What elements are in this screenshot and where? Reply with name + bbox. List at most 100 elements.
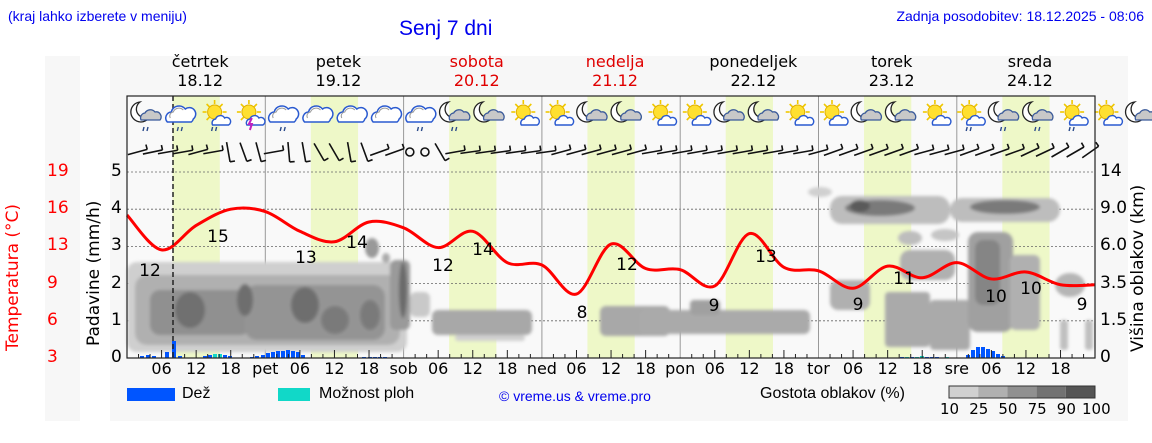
wind-barb-icon [1020,142,1040,157]
temp-tick: 6 [47,309,58,330]
precip-tick: 1 [111,309,122,330]
wind-barb-icon [460,145,482,155]
day-label-sreda: sreda 24.12 [1007,52,1053,90]
wind-barb-icon [346,142,357,163]
cloud-tick: 9.0 [1100,198,1128,219]
x-tick: 18 [912,359,933,378]
temp-tick: 13 [47,235,69,256]
wind-barb-icon [869,143,889,157]
wind-barb-icon [369,143,390,157]
wind-barb-icon [203,145,224,155]
x-tick: 12 [739,359,760,378]
x-tick: pon [665,359,696,378]
x-tick: 18 [635,359,656,378]
svg-text:13: 13 [295,248,317,268]
x-tick: 06 [427,359,449,378]
x-tick: 12 [1015,359,1037,378]
wind-barb-icon [535,145,557,155]
cloud-tick: 1.5 [1100,309,1128,330]
wind-barb-icon [172,145,194,155]
weather-icon [236,99,266,131]
svg-text:10: 10 [985,287,1007,307]
x-tick: pet [252,359,279,378]
svg-text:9: 9 [853,295,864,315]
legend-showers-label: Možnost ploh [319,385,415,402]
wind-barb-icon [687,145,708,155]
cloud-tick: 14 [1100,161,1122,181]
svg-text:15: 15 [207,227,229,247]
precip-tick: 3 [111,235,122,256]
wind-barb-icon [884,143,904,157]
wind-barb-icon [1066,142,1085,158]
wind-barb-icon [808,144,829,156]
svg-text:14: 14 [472,240,494,260]
cloud-tick: 6.0 [1100,235,1128,256]
x-tick: 12 [462,359,483,378]
wind-barb-icon [838,143,859,157]
wind-barb-icon [520,145,542,155]
wind-barb-icon [656,145,678,155]
x-tick: 18 [220,359,241,378]
wind-barb-icon [672,145,693,155]
density-tick: 75 [1027,400,1047,418]
x-tick: 12 [600,359,622,378]
x-tick: ned [526,359,557,378]
wind-barb-icon [732,145,754,155]
wind-barb-icon [702,145,723,155]
temp-tick: 19 [47,161,69,181]
svg-text:9: 9 [709,296,720,316]
wind-barb-icon [1081,141,1100,159]
wind-barb-icon [445,145,466,155]
x-tick: sob [389,359,418,378]
wind-barb-icon [490,145,512,155]
svg-text:10: 10 [1020,279,1042,299]
wind-barb-icon [641,145,663,155]
x-tick: 12 [185,359,207,378]
temperature-line [125,206,1096,296]
density-tick: 90 [1056,400,1076,418]
page-title: Senj 7 dni [399,17,493,40]
day-label-ponedeljek: ponedeljek 22.12 [709,52,798,90]
wind-barb-icon [899,143,920,157]
wind-barb-icon [929,144,950,156]
x-tick: 06 [842,359,864,378]
svg-text:11: 11 [893,269,915,289]
legend-showers-swatch [278,388,310,401]
svg-text:8: 8 [577,303,588,323]
wind-barb-icon [263,145,285,155]
cloud-tick: 0 [1100,347,1111,367]
wind-barb-icon [239,142,252,163]
wind-barb-icon [157,145,179,155]
wind-barb-icon [475,145,497,155]
x-tick: 18 [358,359,380,378]
wind-barb-icon [823,143,844,157]
wind-barb-icon [793,145,814,155]
temp-tick: 9 [47,272,58,293]
wind-barb-icon [313,142,329,162]
svg-text:13: 13 [755,247,777,267]
wind-barb-icon [566,144,587,156]
svg-text:12: 12 [432,256,454,276]
svg-text:12: 12 [616,255,638,275]
wind-barb-icon [1051,142,1070,158]
wind-barb-icon [596,144,617,156]
wind-barb-icon [551,144,572,156]
day-label-torek: torek 23.12 [868,52,915,90]
wind-barb-icon [301,142,311,163]
cloud-density-label: Gostota oblakov (%) [760,385,905,402]
x-tick: 18 [773,359,795,378]
x-tick: 18 [497,359,518,378]
copyright-link[interactable]: © vreme.us & vreme.pro [499,388,651,404]
density-tick: 100 [1082,400,1111,418]
wind-barb-icon [914,144,935,156]
x-tick: tor [807,359,830,378]
wind-barb-icon [853,143,874,157]
wind-barb-icon [188,144,209,156]
wind-barb-icon [990,143,1010,157]
density-tick: 25 [969,400,989,418]
wind-barb-icon [142,144,164,155]
wind-barb-icon [777,145,799,155]
wind-barb-icon [747,145,769,155]
wind-barb-icon [717,145,739,155]
